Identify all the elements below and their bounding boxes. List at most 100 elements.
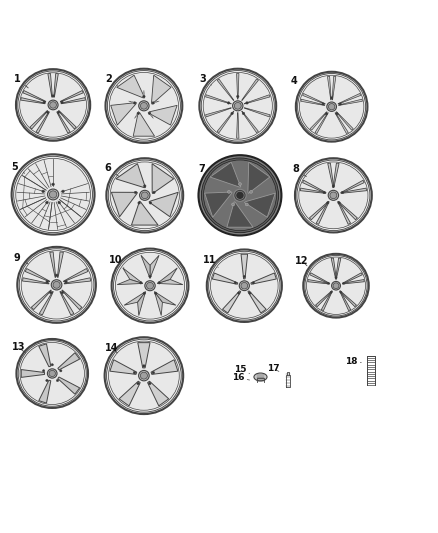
Ellipse shape (47, 189, 59, 200)
Polygon shape (151, 360, 178, 374)
Polygon shape (155, 292, 176, 305)
Polygon shape (217, 111, 234, 133)
Polygon shape (149, 192, 178, 217)
Ellipse shape (140, 372, 148, 379)
Polygon shape (338, 93, 360, 104)
Ellipse shape (305, 255, 367, 316)
Ellipse shape (12, 154, 95, 235)
Polygon shape (148, 381, 169, 406)
Ellipse shape (18, 71, 88, 139)
Text: 16: 16 (232, 373, 250, 382)
Ellipse shape (50, 102, 57, 108)
Ellipse shape (148, 382, 151, 385)
Polygon shape (30, 110, 48, 129)
Text: 15: 15 (234, 366, 250, 375)
Polygon shape (117, 75, 145, 98)
Ellipse shape (140, 190, 150, 200)
Ellipse shape (340, 291, 342, 293)
Polygon shape (217, 79, 234, 101)
Polygon shape (23, 91, 46, 102)
Ellipse shape (236, 191, 244, 199)
Polygon shape (48, 74, 53, 97)
Polygon shape (141, 255, 150, 278)
Ellipse shape (18, 341, 86, 406)
Ellipse shape (295, 158, 372, 232)
Polygon shape (328, 76, 331, 100)
Polygon shape (205, 192, 232, 217)
Polygon shape (316, 201, 329, 224)
Polygon shape (223, 291, 241, 313)
Polygon shape (303, 180, 326, 193)
Ellipse shape (106, 339, 181, 412)
Ellipse shape (323, 191, 325, 193)
Polygon shape (309, 201, 329, 220)
Polygon shape (119, 381, 140, 406)
Ellipse shape (203, 72, 272, 139)
Ellipse shape (16, 158, 90, 231)
Ellipse shape (61, 292, 64, 294)
Ellipse shape (232, 203, 235, 206)
Ellipse shape (108, 160, 181, 231)
Polygon shape (62, 290, 82, 310)
Polygon shape (310, 273, 330, 284)
Ellipse shape (335, 277, 337, 279)
Polygon shape (58, 110, 76, 129)
Polygon shape (248, 291, 266, 313)
Ellipse shape (231, 112, 233, 115)
Ellipse shape (241, 282, 248, 289)
Polygon shape (148, 106, 177, 125)
Polygon shape (341, 188, 367, 193)
Text: 1: 1 (14, 74, 28, 88)
Ellipse shape (14, 156, 92, 232)
Text: 6: 6 (105, 163, 119, 176)
Ellipse shape (339, 103, 341, 105)
Ellipse shape (331, 97, 333, 99)
Text: 12: 12 (295, 256, 309, 266)
Polygon shape (150, 255, 159, 278)
Polygon shape (343, 279, 364, 284)
Ellipse shape (330, 291, 332, 293)
Ellipse shape (243, 276, 246, 278)
Polygon shape (133, 112, 155, 136)
Polygon shape (129, 101, 136, 104)
Polygon shape (244, 108, 270, 117)
Ellipse shape (207, 249, 282, 322)
Ellipse shape (204, 160, 276, 231)
Ellipse shape (328, 103, 335, 110)
Ellipse shape (21, 251, 92, 319)
Ellipse shape (49, 191, 57, 198)
Ellipse shape (109, 341, 179, 410)
Ellipse shape (48, 100, 58, 110)
Ellipse shape (133, 372, 136, 374)
Polygon shape (116, 164, 145, 188)
Polygon shape (111, 192, 138, 217)
Ellipse shape (58, 201, 60, 204)
Text: 13: 13 (12, 342, 25, 353)
Text: 11: 11 (203, 255, 218, 268)
Polygon shape (251, 273, 276, 284)
Ellipse shape (254, 373, 267, 381)
Polygon shape (123, 268, 143, 284)
Polygon shape (39, 292, 53, 315)
Polygon shape (61, 98, 85, 104)
Ellipse shape (106, 69, 182, 143)
Ellipse shape (51, 364, 53, 366)
Ellipse shape (326, 201, 329, 204)
Ellipse shape (46, 379, 48, 382)
Polygon shape (39, 344, 51, 367)
Ellipse shape (237, 292, 240, 294)
Polygon shape (340, 291, 351, 311)
Polygon shape (148, 112, 153, 118)
Polygon shape (138, 343, 150, 368)
Ellipse shape (158, 281, 160, 284)
Ellipse shape (16, 69, 90, 141)
Ellipse shape (299, 162, 368, 229)
Ellipse shape (325, 112, 328, 115)
Ellipse shape (49, 370, 56, 377)
Polygon shape (205, 95, 231, 104)
Ellipse shape (234, 189, 246, 201)
Text: 18: 18 (345, 357, 361, 366)
Ellipse shape (60, 370, 62, 372)
Polygon shape (340, 291, 357, 306)
Ellipse shape (227, 102, 230, 104)
